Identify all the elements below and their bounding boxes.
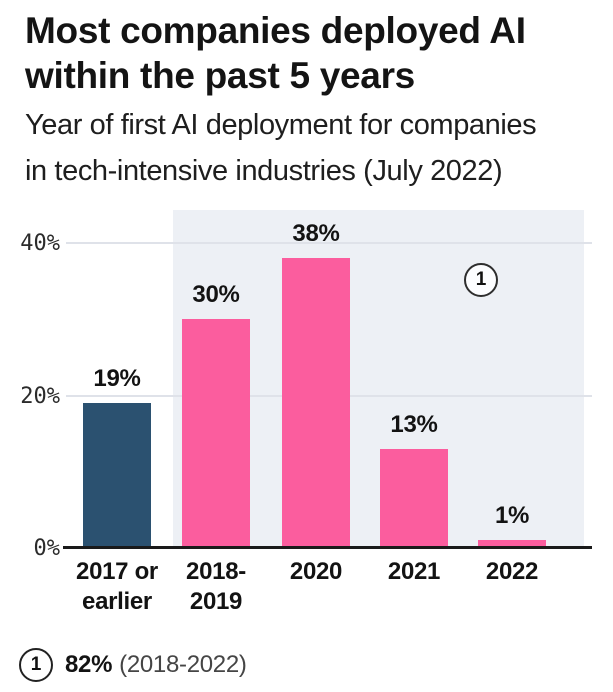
subtitle-line-2: in tech-intensive industries (July 2022) — [25, 155, 503, 187]
value-label-2018-2019: 30% — [192, 281, 240, 308]
bar-2021 — [380, 449, 448, 548]
value-label-2022: 1% — [494, 502, 530, 529]
footnote-text: 82% (2018-2022) — [65, 651, 247, 679]
y-tick-label-0%: 0% — [33, 536, 61, 561]
plot-area: 19% 30% 38% 13% 1% — [63, 205, 592, 548]
x-tick-label-2020: 2020 — [289, 558, 343, 585]
bar-2022 — [478, 540, 546, 548]
title-line-2: within the past 5 years — [25, 55, 415, 96]
bar-2018-2019 — [182, 319, 250, 548]
footnote-detail: (2018-2022) — [119, 651, 247, 678]
footnote-value: 82% — [65, 651, 113, 678]
annotation-marker-circle: 1 — [464, 263, 498, 297]
chart-subtitle: Year of first AI deployment for companie… — [25, 102, 610, 194]
footnote-marker-circle: 1 — [19, 648, 53, 682]
footnote: 1 82% (2018-2022) — [19, 648, 247, 682]
value-label-2017-or-earlier: 19% — [93, 365, 141, 392]
x-tick-label-2017-or-earlier: 2017 or earlier — [76, 558, 158, 615]
title-line-1: Most companies deployed AI — [25, 10, 526, 51]
subtitle-line-1: Year of first AI deployment for companie… — [25, 109, 537, 141]
y-tick-label-40%: 40% — [20, 231, 60, 256]
bar-2020 — [282, 258, 350, 548]
x-axis-line — [63, 546, 592, 549]
bar-2017-or-earlier — [83, 403, 151, 548]
x-tick-label-2022: 2022 — [485, 558, 539, 585]
value-label-2021: 13% — [390, 411, 438, 438]
x-tick-label-2021: 2021 — [387, 558, 441, 585]
y-tick-label-20%: 20% — [20, 384, 60, 409]
gridline-40% — [66, 242, 592, 244]
value-label-2020: 38% — [292, 220, 340, 247]
x-tick-label-2018-2019: 2018- 2019 — [186, 558, 246, 615]
page-title: Most companies deployed AI within the pa… — [25, 8, 600, 98]
